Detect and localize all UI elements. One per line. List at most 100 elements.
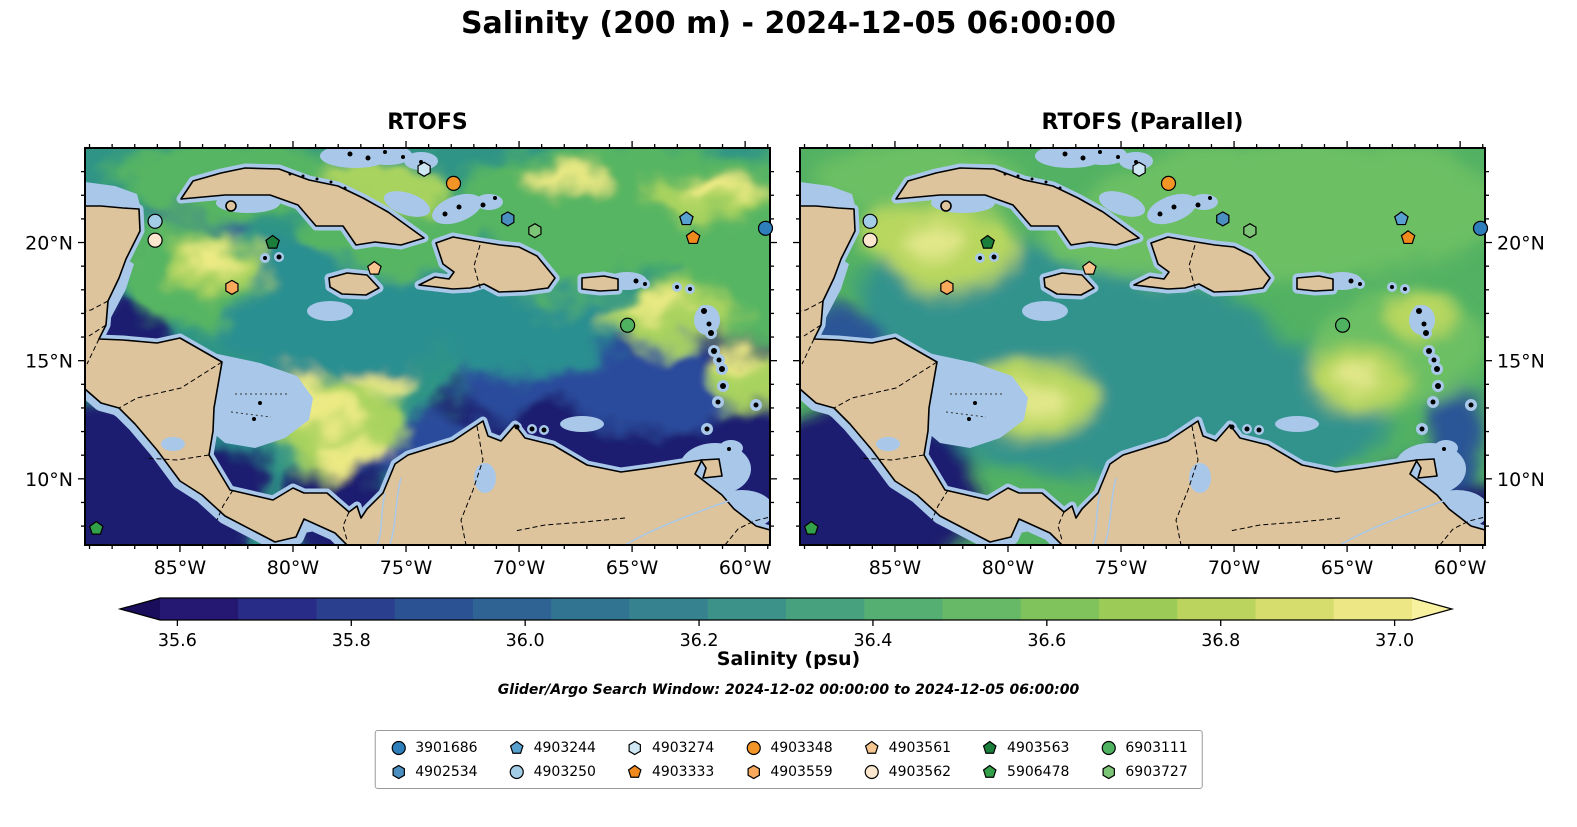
map-area bbox=[800, 148, 1485, 545]
x-tick-label: 75°W bbox=[1095, 557, 1148, 579]
panel-frame bbox=[84, 147, 771, 546]
x-tick-label: 65°W bbox=[1321, 557, 1374, 579]
colorbar-tick-label: 36.4 bbox=[853, 631, 892, 651]
float-marker-4903562 bbox=[862, 232, 878, 248]
pentagon-marker-icon bbox=[983, 764, 997, 778]
float-marker-4903562 bbox=[147, 232, 163, 248]
colorbar-under-arrow bbox=[120, 598, 160, 620]
legend-label: 4903559 bbox=[770, 763, 833, 780]
legend-label: 4903244 bbox=[533, 739, 596, 756]
colorbar-segment bbox=[473, 598, 552, 620]
float-marker-4903561 bbox=[367, 260, 382, 275]
x-tick-label: 65°W bbox=[606, 557, 659, 579]
colorbar-segment bbox=[1099, 598, 1178, 620]
colorbar-segment bbox=[1177, 598, 1257, 620]
legend-item-6903727: 6903727 bbox=[1099, 761, 1188, 782]
legend-label: 5906478 bbox=[1007, 763, 1070, 780]
colorbar-outline bbox=[117, 597, 1455, 621]
float-marker-6903727 bbox=[1243, 223, 1257, 239]
legend-label: 4903333 bbox=[651, 763, 715, 780]
float-marker-6903111 bbox=[619, 317, 636, 333]
legend-label: 4903562 bbox=[888, 763, 952, 780]
float-marker-4903250 bbox=[147, 213, 163, 229]
legend-item-4903562: 4903562 bbox=[863, 761, 951, 782]
float-marker-4903559 bbox=[940, 279, 954, 296]
circle-marker-icon bbox=[509, 764, 524, 779]
colorbar-tick-label: 36.6 bbox=[1027, 631, 1066, 651]
hexagon-marker-icon bbox=[628, 740, 642, 755]
colorbar-tick-label: 36.2 bbox=[680, 631, 719, 651]
y-tick-label: 10°N bbox=[25, 469, 73, 491]
colorbar-segment bbox=[864, 598, 944, 620]
colorbar-segment bbox=[629, 598, 709, 620]
float-marker-4903348 bbox=[445, 175, 462, 192]
float-marker-4903244 bbox=[1394, 211, 1409, 226]
colorbar-segment bbox=[707, 598, 787, 620]
float-marker-3901686 bbox=[757, 220, 774, 236]
colorbar-segment bbox=[786, 598, 865, 620]
colorbar-segment bbox=[942, 598, 1022, 620]
legend-label: 3901686 bbox=[415, 739, 478, 756]
y-tick-label: 20°N bbox=[1497, 233, 1545, 255]
x-tick-label: 75°W bbox=[380, 557, 433, 579]
hexagon-marker-icon bbox=[392, 764, 405, 779]
legend-item-5906478: 5906478 bbox=[981, 761, 1069, 782]
colorbar-tick-label: 36.8 bbox=[1201, 631, 1240, 651]
x-tick-label: 80°W bbox=[267, 557, 320, 579]
hexagon-marker-icon bbox=[1102, 764, 1115, 779]
float-marker-6903727 bbox=[528, 223, 542, 239]
legend-item-4903348: 4903348 bbox=[744, 737, 833, 758]
legend-item-4903563: 4903563 bbox=[981, 737, 1069, 758]
legend-label: 4903348 bbox=[770, 739, 833, 756]
legend-label: 6903111 bbox=[1125, 739, 1188, 756]
float-marker-4903563 bbox=[265, 234, 280, 249]
circle-marker-icon bbox=[746, 740, 761, 755]
colorbar-segment bbox=[394, 598, 474, 620]
legend-label: 6903727 bbox=[1125, 763, 1188, 780]
pentagon-marker-icon bbox=[628, 764, 642, 778]
x-tick-label: 70°W bbox=[1208, 557, 1261, 579]
colorbar-segment bbox=[551, 598, 631, 620]
legend-label: 4903563 bbox=[1007, 739, 1070, 756]
float-marker-4903333 bbox=[685, 230, 701, 245]
map-panel-rtofs-parallel: 85°W 80°W 75°W 70°W 65°W 60°W 10°N 15°N 20°N bbox=[793, 141, 1545, 579]
figure-title: Salinity (200 m) - 2024-12-05 06:00:00 bbox=[460, 6, 1117, 41]
float-marker-4903333 bbox=[1400, 230, 1416, 245]
legend-item-4903250: 4903250 bbox=[508, 761, 596, 782]
legend-label: 4902534 bbox=[415, 763, 478, 780]
x-tick-label: 85°W bbox=[154, 557, 207, 579]
colorbar-tick-label: 36.0 bbox=[506, 631, 545, 651]
colorbar-segment bbox=[1333, 598, 1413, 620]
x-tick-label: 70°W bbox=[493, 557, 546, 579]
y-tick-label: 15°N bbox=[1497, 351, 1545, 373]
colorbar: 35.6 35.8 36.0 36.2 36.4 36.6 36.8 37.0 bbox=[117, 597, 1455, 651]
overlay-layer: 85°W 80°W 75°W 70°W 65°W 60°W 10°N 15°N 20°N bbox=[25, 141, 777, 579]
x-tick-label: 80°W bbox=[982, 557, 1035, 579]
pentagon-marker-icon bbox=[864, 740, 879, 754]
colorbar-segment bbox=[1020, 598, 1100, 620]
float-marker-4903563 bbox=[980, 234, 995, 249]
colorbar-tick-label: 35.8 bbox=[332, 631, 371, 651]
panel-title-rtofs: RTOFS bbox=[387, 110, 468, 135]
float-marker-4902534 bbox=[1216, 211, 1230, 227]
circle-marker-icon bbox=[864, 764, 879, 779]
float-marker-3901686 bbox=[1472, 220, 1489, 236]
float-marker-5906478 bbox=[803, 520, 819, 535]
colorbar-over-arrow bbox=[1412, 598, 1452, 620]
colorbar-label: Salinity (psu) bbox=[716, 648, 861, 670]
float-marker-4903244 bbox=[679, 211, 694, 226]
legend-item-3901686: 3901686 bbox=[389, 737, 478, 758]
panel-title-rtofs-parallel: RTOFS (Parallel) bbox=[1041, 110, 1244, 135]
float-marker-6903111 bbox=[1334, 317, 1351, 333]
legend-item-6903111: 6903111 bbox=[1099, 737, 1188, 758]
x-tick-label: 60°W bbox=[1434, 557, 1487, 579]
colorbar-segment bbox=[160, 598, 239, 620]
circle-marker-icon bbox=[1101, 740, 1116, 755]
circle-marker-icon bbox=[391, 740, 406, 755]
colorbar-segment bbox=[316, 598, 396, 620]
colorbar-segment bbox=[1255, 598, 1335, 620]
y-tick-label: 20°N bbox=[25, 233, 73, 255]
float-marker-4903559 bbox=[225, 279, 239, 296]
map-area bbox=[85, 148, 770, 545]
